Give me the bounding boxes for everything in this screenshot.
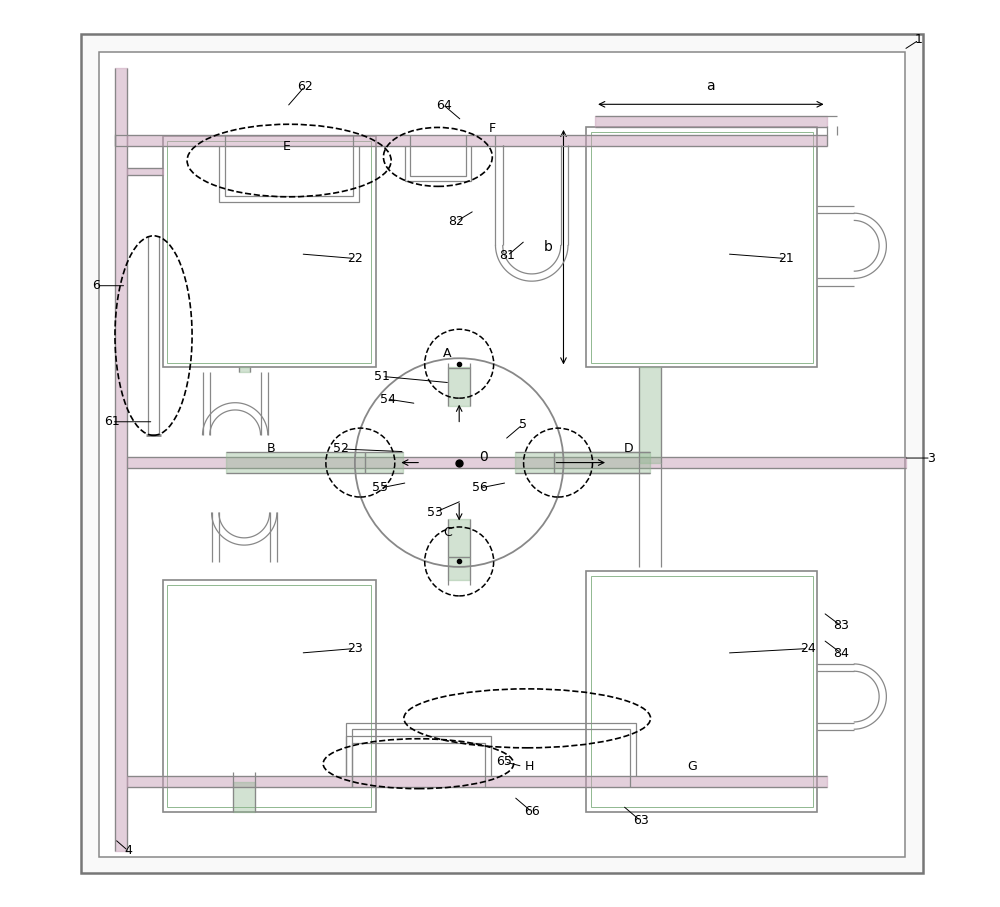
Bar [163,580,376,812]
Text: 83: 83 [833,619,849,632]
Text: D: D [624,443,634,455]
Text: 5: 5 [519,418,527,431]
Text: G: G [687,760,697,773]
Bar [586,571,817,812]
Bar [99,52,905,857]
Text: B: B [267,443,276,455]
Text: 84: 84 [833,647,849,659]
Text: 53: 53 [427,506,443,519]
Bar [591,132,813,363]
Text: 24: 24 [801,642,816,655]
Text: 3: 3 [927,452,935,464]
Bar [167,141,371,363]
Text: 61: 61 [104,415,120,428]
Text: 66: 66 [524,805,540,818]
Text: b: b [544,240,553,254]
Text: 81: 81 [499,249,515,262]
Text: 65: 65 [497,756,512,768]
Text: A: A [443,347,452,360]
Text: 62: 62 [297,80,313,93]
Text: 63: 63 [633,814,648,827]
Text: 1: 1 [915,34,923,46]
Bar [163,136,376,367]
Bar [586,127,817,367]
Text: H: H [524,760,534,773]
Text: 4: 4 [124,844,132,857]
Text: 22: 22 [347,252,363,265]
Text: 23: 23 [347,642,363,655]
Text: E: E [283,141,291,153]
Text: F: F [489,122,496,135]
Text: 54: 54 [380,393,395,405]
Bar [591,576,813,807]
Text: 56: 56 [472,482,488,494]
Polygon shape [448,368,470,406]
Text: 0: 0 [479,450,488,464]
Text: a: a [707,80,715,93]
Text: 51: 51 [374,370,390,383]
Polygon shape [448,519,470,557]
Text: 21: 21 [778,252,794,265]
Bar [167,585,371,807]
Text: 6: 6 [92,279,100,292]
Text: 82: 82 [449,215,464,228]
Text: C: C [443,526,452,539]
Text: 55: 55 [372,482,388,494]
Polygon shape [515,452,554,473]
Text: 64: 64 [436,99,452,112]
Text: 52: 52 [333,443,349,455]
Polygon shape [365,452,403,473]
